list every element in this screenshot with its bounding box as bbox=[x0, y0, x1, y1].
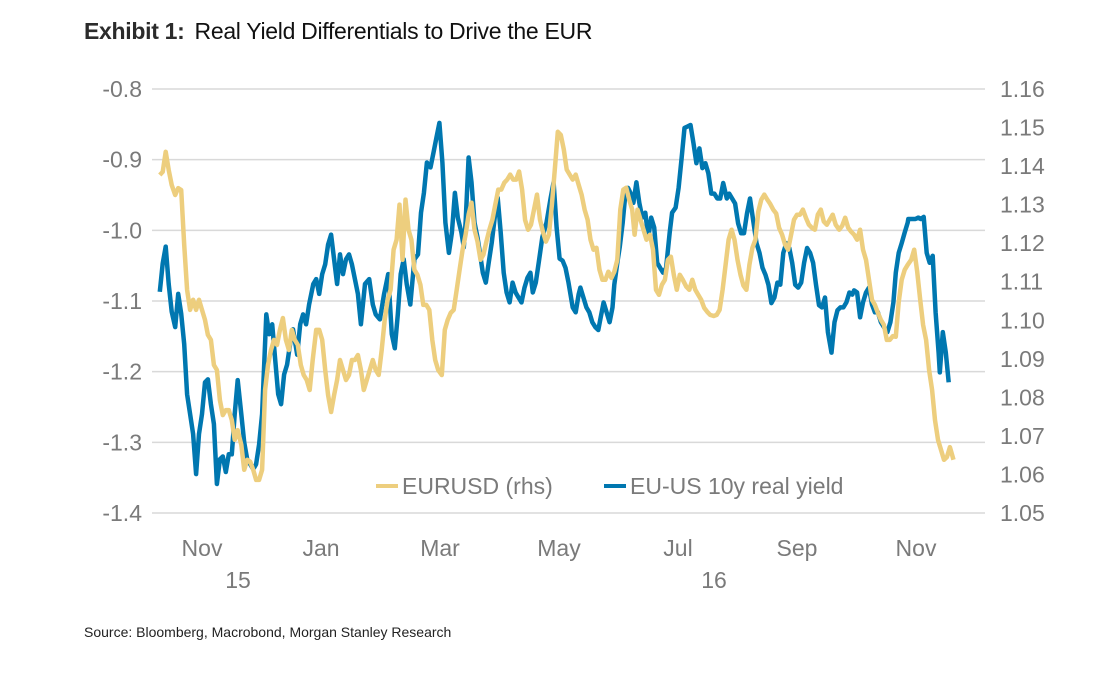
right-tick-label: 1.09 bbox=[1000, 346, 1045, 372]
right-tick-label: 1.10 bbox=[1000, 307, 1045, 333]
left-axis-ticks: -0.8 -0.9 -1.0 -1.1 -1.2 -1.3 -1.4 bbox=[102, 76, 142, 526]
right-tick-label: 1.06 bbox=[1000, 461, 1045, 487]
chart-title: Exhibit 1: Real Yield Differentials to Dr… bbox=[84, 18, 592, 45]
legend: EURUSD (rhs) EU-US 10y real yield bbox=[376, 473, 843, 499]
right-tick-label: 1.15 bbox=[1000, 115, 1045, 141]
exhibit-label: Exhibit 1: bbox=[84, 18, 185, 44]
x-tick-label: May bbox=[537, 535, 581, 561]
right-tick-label: 1.05 bbox=[1000, 500, 1045, 526]
x-tick-label: Nov bbox=[182, 535, 223, 561]
left-tick-label: -1.3 bbox=[102, 429, 142, 455]
right-tick-label: 1.14 bbox=[1000, 153, 1045, 179]
right-tick-label: 1.07 bbox=[1000, 423, 1045, 449]
series-line-eurusd bbox=[158, 129, 956, 483]
x-tick-label: Jan bbox=[302, 535, 339, 561]
left-tick-label: -1.2 bbox=[102, 359, 142, 385]
legend-label: EU-US 10y real yield bbox=[630, 473, 843, 499]
right-axis-ticks: 1.16 1.15 1.14 1.13 1.12 1.11 1.10 1.09 1.08 1.07… bbox=[1000, 76, 1045, 526]
left-tick-label: -1.4 bbox=[102, 500, 142, 526]
x-tick-label: Mar bbox=[420, 535, 460, 561]
right-tick-label: 1.13 bbox=[1000, 192, 1045, 218]
left-tick-label: -1.0 bbox=[102, 217, 142, 243]
x-tick-label: Nov bbox=[896, 535, 937, 561]
series-lines bbox=[157, 120, 956, 487]
source-note: Source: Bloomberg, Macrobond, Morgan Sta… bbox=[84, 624, 452, 640]
x-tick-year-label: 16 bbox=[701, 567, 727, 593]
title-text: Real Yield Differentials to Drive the EU… bbox=[194, 18, 593, 44]
left-tick-label: -0.8 bbox=[102, 76, 142, 102]
right-tick-label: 1.08 bbox=[1000, 384, 1045, 410]
legend-label: EURUSD (rhs) bbox=[402, 473, 553, 499]
x-tick-label: Sep bbox=[777, 535, 818, 561]
left-tick-label: -1.1 bbox=[102, 288, 142, 314]
right-tick-label: 1.12 bbox=[1000, 230, 1045, 256]
x-tick-label: Jul bbox=[663, 535, 692, 561]
right-tick-label: 1.16 bbox=[1000, 76, 1045, 102]
right-tick-label: 1.11 bbox=[1000, 269, 1043, 295]
left-tick-label: -0.9 bbox=[102, 147, 142, 173]
x-tick-year-label: 15 bbox=[225, 567, 251, 593]
